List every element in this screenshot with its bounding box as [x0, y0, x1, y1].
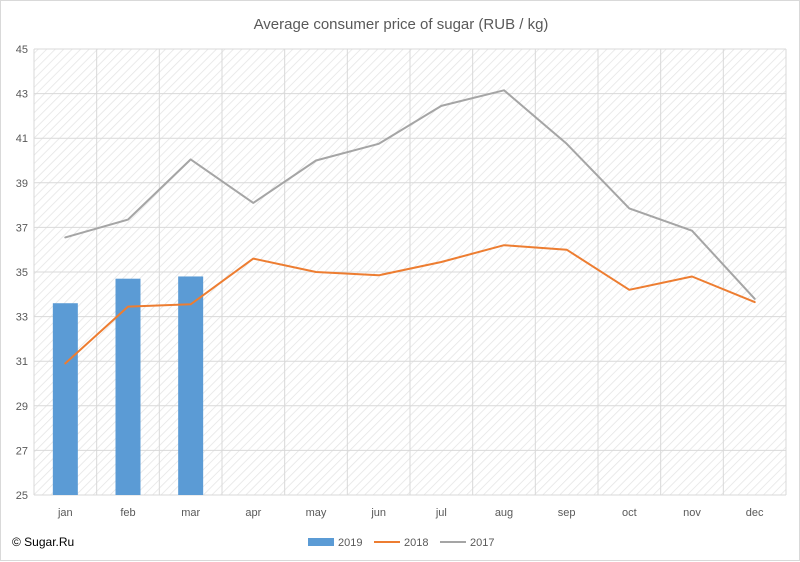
line-2017	[64, 89, 756, 300]
y-tick-label: 39	[16, 178, 28, 190]
x-tick-label: oct	[622, 507, 637, 519]
y-tick-label: 41	[16, 133, 28, 145]
y-tick-label: 35	[16, 267, 28, 279]
bar-2019-feb	[115, 278, 141, 495]
chart-title: Average consumer price of sugar (RUB / k…	[254, 16, 549, 33]
y-tick-label: 31	[16, 356, 28, 368]
x-tick-label: nov	[683, 507, 701, 519]
source-credit: © Sugar.Ru	[12, 535, 75, 549]
y-tick-label: 37	[16, 222, 28, 234]
x-tick-label: dec	[746, 507, 764, 519]
y-tick-label: 33	[16, 312, 28, 324]
y-tick-label: 27	[16, 445, 28, 457]
x-tick-label: sep	[558, 507, 576, 519]
x-tick-label: jun	[370, 507, 386, 519]
y-tick-label: 29	[16, 401, 28, 413]
legend-label-2018: 2018	[404, 537, 428, 549]
x-tick-label: aug	[495, 507, 513, 519]
line-2018	[64, 244, 756, 365]
bar-2019-mar	[178, 276, 204, 495]
y-tick-label: 45	[16, 44, 28, 56]
x-tick-label: jul	[435, 507, 447, 519]
y-tick-label: 25	[16, 490, 28, 502]
legend-swatch-2019	[308, 538, 334, 546]
x-tick-label: apr	[245, 507, 261, 519]
x-tick-label: may	[306, 507, 327, 519]
legend-label-2019: 2019	[338, 537, 362, 549]
bar-2019-jan	[52, 303, 78, 495]
x-tick-label: feb	[120, 507, 135, 519]
legend-label-2017: 2017	[470, 537, 494, 549]
x-tick-label: mar	[181, 507, 200, 519]
x-tick-label: jan	[57, 507, 73, 519]
y-tick-label: 43	[16, 89, 28, 101]
